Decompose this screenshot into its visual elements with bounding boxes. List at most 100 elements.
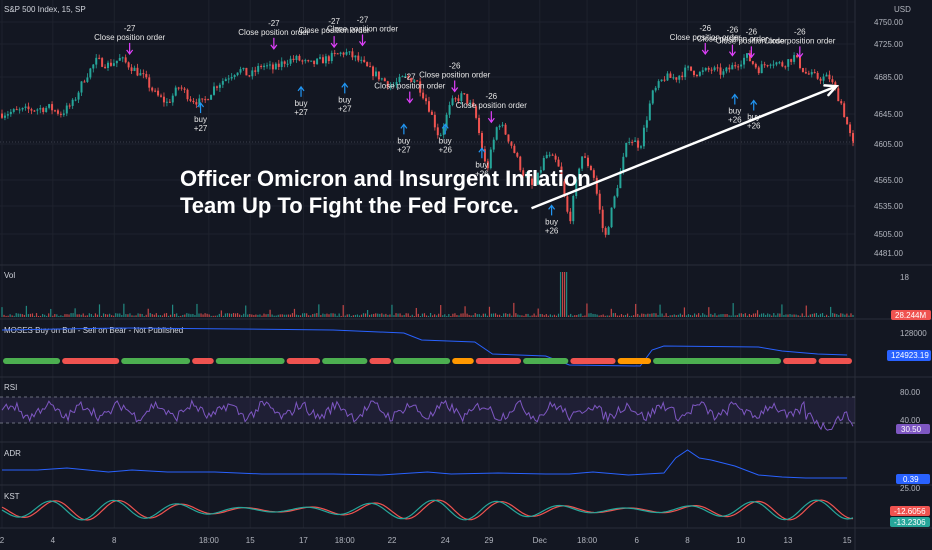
volume-bar [720, 314, 722, 317]
volume-bar [474, 313, 476, 317]
candle [39, 104, 42, 114]
volume-bar [70, 313, 72, 317]
signal-qty: -27 [328, 17, 340, 26]
volume-bar [54, 314, 56, 317]
volume-bar [330, 313, 332, 317]
candle [740, 60, 743, 70]
volume-bar [624, 314, 627, 317]
candle [48, 103, 51, 110]
volume-bar [60, 315, 62, 317]
volume-bar [468, 314, 470, 317]
adr-pane-title[interactable]: ADR [4, 449, 21, 458]
candle [489, 147, 492, 170]
volume-bar [763, 313, 765, 317]
time-axis-label: 6 [634, 536, 639, 545]
candle [242, 67, 245, 71]
volume-pane-title[interactable]: Vol [4, 271, 15, 280]
moses-pane-title[interactable]: MOSES Buy on Bull - Sell on Bear - Not P… [4, 326, 183, 335]
volume-bar [517, 314, 519, 317]
candle [210, 94, 213, 100]
volume-bar [314, 313, 316, 317]
candle [516, 151, 519, 158]
volume-bar [184, 314, 186, 317]
volume-bar [247, 314, 249, 317]
volume-bar [586, 303, 588, 317]
candle [36, 108, 39, 115]
candle [139, 69, 142, 76]
volume-bar [310, 315, 312, 317]
candle [678, 75, 681, 84]
volume-bar [716, 315, 718, 317]
candle [598, 189, 601, 214]
signal-label: buy [194, 115, 207, 124]
volume-bar [115, 313, 117, 317]
volume-bar [570, 313, 572, 317]
volume-bar [834, 313, 836, 317]
time-axis-label: 18:00 [199, 536, 220, 545]
volume-bar [165, 313, 168, 317]
candle [427, 96, 430, 113]
time-axis[interactable]: 2 4 8 18:00 15 17 18:00 22 24 29 Dec 18:00 6 8 10 13 15 [0, 536, 852, 545]
volume-bar [322, 313, 324, 317]
candle [613, 195, 616, 209]
volume-bar [746, 315, 748, 317]
candle [743, 54, 746, 69]
volume-bar [324, 314, 326, 317]
candle [784, 65, 787, 70]
volume-bar [11, 315, 13, 317]
volume-bar [328, 314, 330, 317]
volume-bar [490, 313, 493, 317]
candle [654, 86, 657, 93]
volume-bar [529, 315, 531, 317]
volume-bar [291, 313, 294, 317]
volume-bar [174, 313, 176, 317]
price-axis-unit: USD [894, 5, 911, 14]
candle [569, 208, 572, 224]
symbol-title[interactable]: S&P 500 Index, 15, SP [4, 5, 86, 14]
rsi-pane-title[interactable]: RSI [4, 383, 17, 392]
volume-bar [228, 313, 231, 317]
candle [366, 61, 369, 67]
candle [204, 96, 207, 104]
candle [189, 96, 192, 103]
volume-bar [125, 314, 127, 317]
volume-axis-label: 18 [900, 273, 909, 282]
candle [843, 101, 846, 118]
candle [307, 59, 310, 63]
candle [725, 66, 728, 74]
candle [68, 103, 71, 109]
candle [825, 72, 828, 77]
candle [525, 171, 528, 178]
signal-dot-segment [617, 358, 652, 364]
candle [236, 72, 239, 77]
volume-bar [785, 314, 787, 317]
volume-bar [100, 315, 103, 317]
volume-bar [188, 313, 190, 317]
candle [816, 71, 819, 80]
volume-bar [732, 303, 734, 317]
candle [345, 48, 348, 56]
volume-bar [482, 313, 484, 317]
volume-bar [92, 315, 94, 317]
candle [480, 130, 483, 151]
kst-pane-title[interactable]: KST [4, 492, 20, 501]
candle [316, 57, 319, 65]
time-axis-label: 22 [388, 536, 397, 545]
candle [557, 156, 560, 167]
time-axis-label: 8 [112, 536, 117, 545]
candle [813, 69, 816, 74]
moses-line [1, 327, 848, 367]
volume-bar [397, 313, 399, 317]
volume-bar [147, 308, 149, 317]
volume-bar [452, 313, 454, 317]
kst-signal-line [1, 499, 854, 521]
volume-bar [111, 315, 113, 317]
candle [80, 81, 83, 97]
kst-last-value-2: -13.2306 [894, 518, 926, 527]
signal-label: Close position order [327, 24, 398, 33]
candle [295, 54, 298, 63]
volume-bar [19, 313, 21, 317]
